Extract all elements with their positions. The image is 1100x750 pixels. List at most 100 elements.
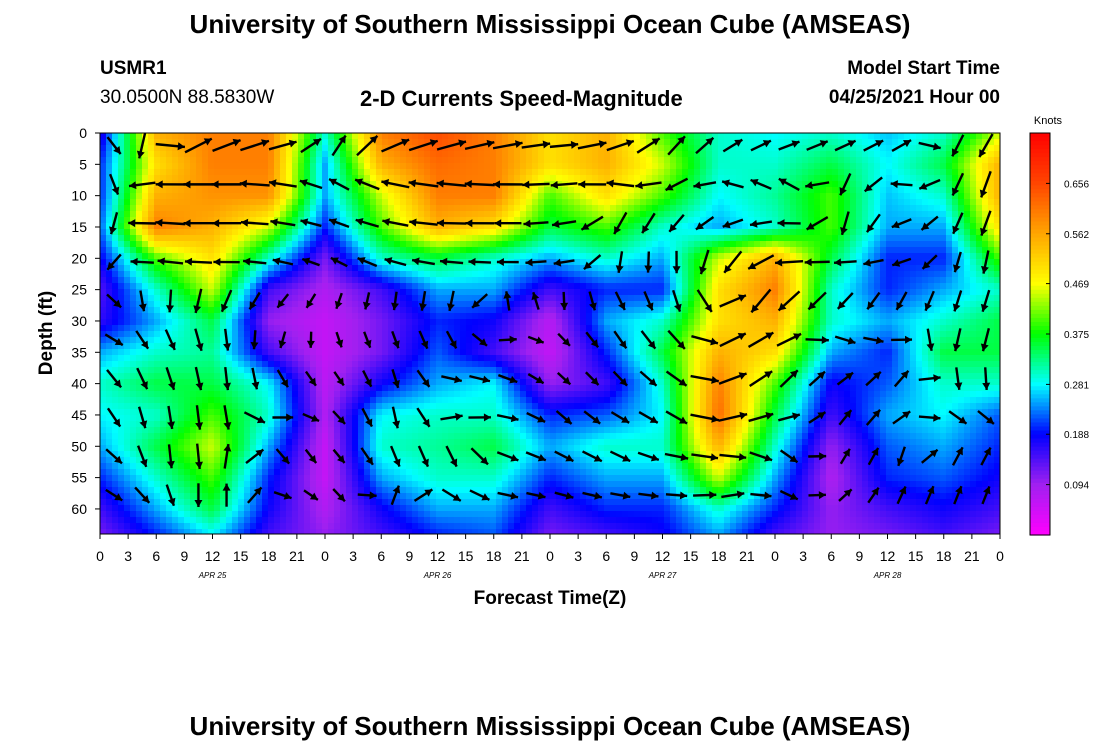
speed-cell (334, 163, 341, 170)
speed-cell (388, 151, 395, 158)
speed-cell (538, 397, 545, 404)
speed-cell (388, 187, 395, 194)
speed-cell (196, 169, 203, 176)
speed-cell (346, 163, 353, 170)
speed-cell (190, 229, 197, 236)
speed-cell (250, 457, 257, 464)
speed-cell (520, 265, 527, 272)
speed-cell (160, 493, 167, 500)
speed-cell (364, 349, 371, 356)
speed-cell (160, 349, 167, 356)
speed-cell (502, 517, 509, 524)
speed-cell (514, 223, 521, 230)
speed-cell (214, 457, 221, 464)
speed-cell (262, 229, 269, 236)
speed-cell (532, 517, 539, 524)
speed-cell (250, 163, 257, 170)
speed-cell (256, 403, 263, 410)
speed-cell (406, 481, 413, 488)
speed-cell (286, 517, 293, 524)
speed-cell (346, 313, 353, 320)
speed-cell (322, 283, 329, 290)
speed-cell (358, 427, 365, 434)
speed-cell (358, 241, 365, 248)
station-coords: 30.0500N 88.5830W (100, 87, 275, 108)
speed-cell (328, 175, 335, 182)
speed-cell (256, 163, 263, 170)
speed-cell (112, 223, 119, 230)
speed-cell (352, 409, 359, 416)
speed-cell (250, 313, 257, 320)
speed-cell (148, 529, 155, 534)
speed-cell (238, 163, 245, 170)
speed-cell (316, 457, 323, 464)
speed-cell (262, 145, 269, 152)
speed-cell (160, 145, 167, 152)
speed-cell (220, 355, 227, 362)
speed-cell (112, 445, 119, 452)
speed-cell (508, 403, 515, 410)
speed-cell (334, 415, 341, 422)
speed-cell (328, 409, 335, 416)
speed-cell (118, 343, 125, 350)
speed-cell (406, 433, 413, 440)
speed-cell (406, 409, 413, 416)
speed-cell (190, 349, 197, 356)
speed-cell (388, 379, 395, 386)
speed-cell (106, 337, 113, 344)
speed-cell (106, 505, 113, 512)
speed-cell (268, 487, 275, 494)
speed-cell (100, 223, 107, 230)
speed-cell (136, 229, 143, 236)
speed-cell (196, 271, 203, 278)
speed-cell (520, 481, 527, 488)
speed-cell (166, 241, 173, 248)
speed-cell (286, 367, 293, 374)
speed-cell (268, 175, 275, 182)
speed-cell (256, 457, 263, 464)
speed-cell (490, 187, 497, 194)
speed-cell (460, 427, 467, 434)
speed-cell (202, 271, 209, 278)
speed-cell (130, 223, 137, 230)
speed-cell (154, 193, 161, 200)
speed-cell (298, 355, 305, 362)
speed-cell (280, 289, 287, 296)
speed-cell (508, 265, 515, 272)
speed-cell (484, 271, 491, 278)
speed-cell (508, 157, 515, 164)
speed-cell (172, 139, 179, 146)
speed-cell (298, 271, 305, 278)
speed-cell (178, 439, 185, 446)
speed-cell (358, 391, 365, 398)
speed-cell (388, 517, 395, 524)
speed-cell (154, 289, 161, 296)
speed-cell (184, 487, 191, 494)
speed-cell (214, 235, 221, 242)
speed-cell (214, 301, 221, 308)
speed-cell (388, 433, 395, 440)
speed-cell (394, 313, 401, 320)
speed-cell (190, 199, 197, 206)
speed-cell (418, 319, 425, 326)
speed-cell (310, 205, 317, 212)
speed-cell (400, 439, 407, 446)
speed-cell (124, 289, 131, 296)
speed-cell (334, 187, 341, 194)
speed-cell (226, 463, 233, 470)
speed-cell (280, 511, 287, 518)
speed-cell (520, 307, 527, 314)
speed-cell (202, 499, 209, 506)
speed-cell (322, 151, 329, 158)
speed-cell (166, 271, 173, 278)
speed-cell (388, 385, 395, 392)
speed-cell (370, 307, 377, 314)
speed-cell (172, 223, 179, 230)
speed-cell (352, 133, 359, 140)
speed-cell (358, 457, 365, 464)
speed-cell (202, 157, 209, 164)
speed-cell (190, 235, 197, 242)
speed-cell (322, 259, 329, 266)
speed-cell (238, 217, 245, 224)
speed-cell (400, 205, 407, 212)
